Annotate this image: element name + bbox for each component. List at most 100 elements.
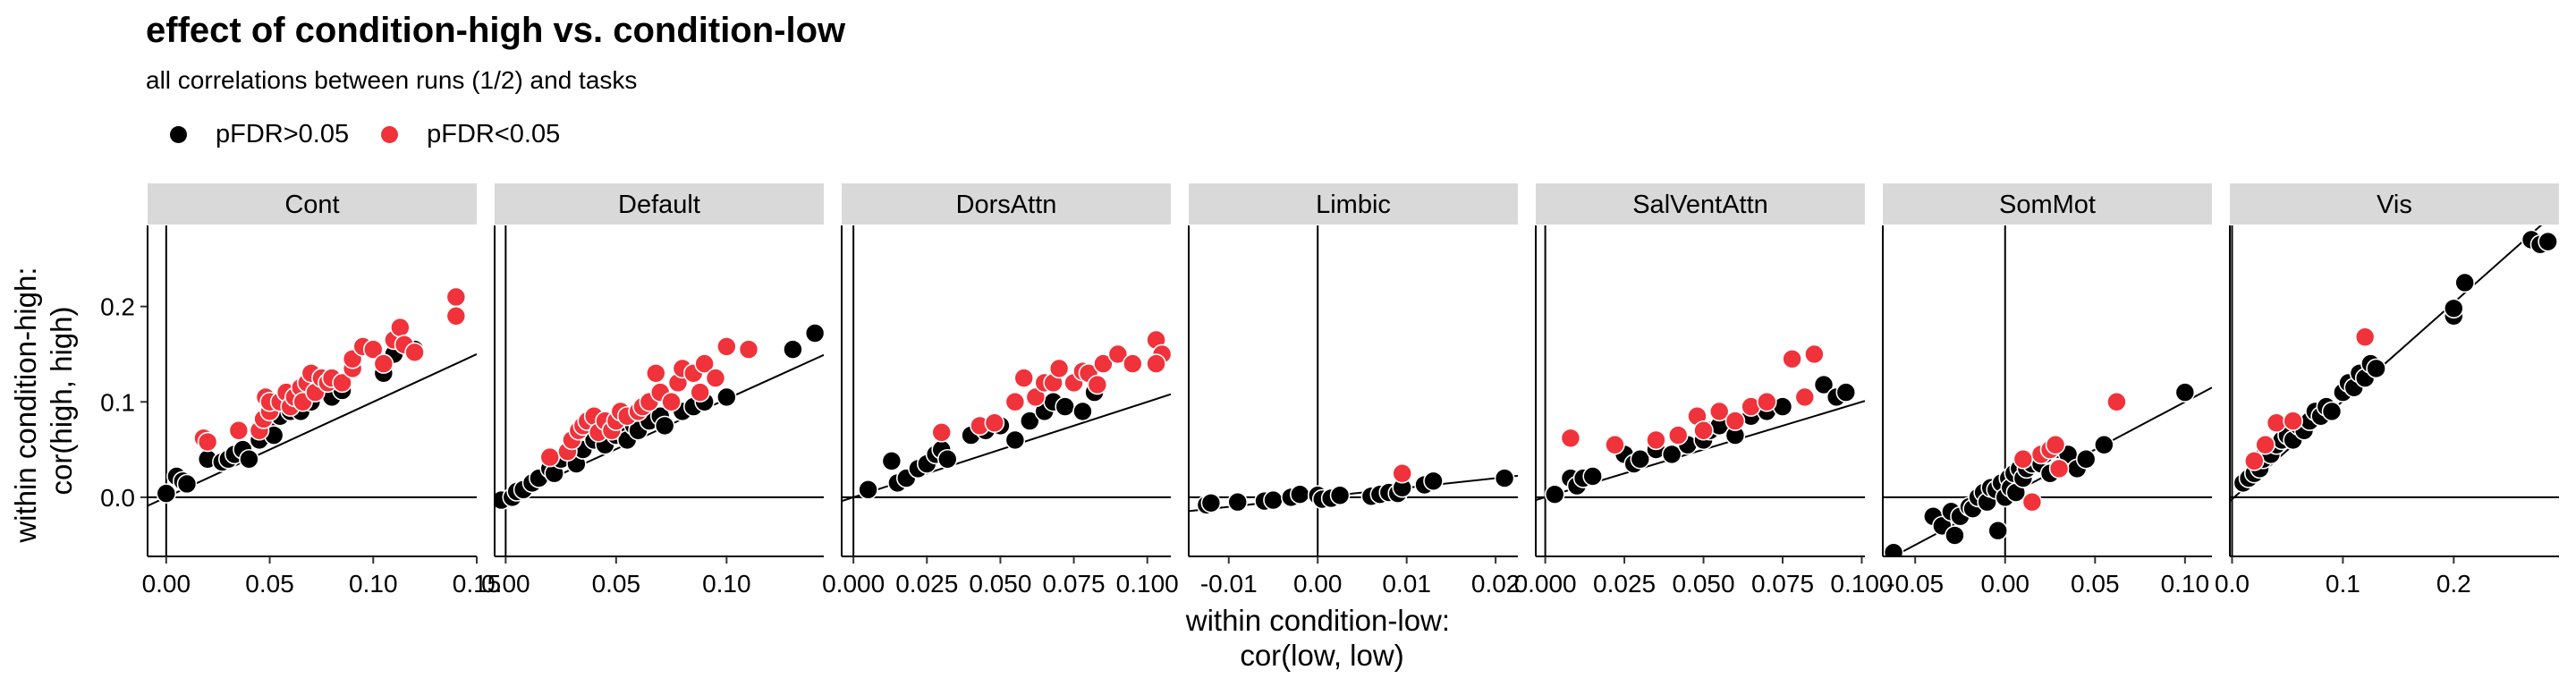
legend-label-not-significant: pFDR>0.05 [216, 119, 350, 148]
x-tick-label: 0.10 [2161, 570, 2210, 598]
data-point [1290, 484, 1310, 505]
data-point-significant [690, 382, 710, 403]
data-point-significant [2354, 327, 2376, 348]
y-axis-title-line-1: within condition-high: [9, 267, 42, 543]
legend-item-significant: pFDR<0.05 [381, 120, 560, 149]
x-tick-label: 0.000 [822, 570, 885, 598]
x-tick-label: -0.05 [1886, 570, 1944, 598]
data-point-significant [1708, 401, 1730, 422]
data-point [1200, 492, 1222, 513]
panel-plot-area [1536, 225, 1865, 556]
data-point-significant [228, 420, 250, 441]
x-tick-label: 0.05 [2071, 570, 2120, 598]
panel-plot-area [148, 225, 477, 556]
data-point-significant [445, 286, 467, 308]
data-point-significant [705, 368, 726, 388]
fit-line [2230, 225, 2543, 502]
data-point-significant [2243, 451, 2265, 471]
data-point [654, 415, 675, 437]
data-point-significant [2012, 448, 2034, 470]
legend-key-red [381, 125, 399, 143]
data-point-significant [1646, 429, 1666, 451]
data-point-significant [1724, 411, 1746, 431]
data-point-significant [2266, 412, 2287, 434]
x-tick-label: 0.025 [1593, 570, 1656, 598]
data-point-significant [332, 372, 352, 394]
panel-limbic: Limbic -0.01 0.00 0.01 0.02 [1188, 183, 1520, 598]
data-point-significant [2045, 434, 2066, 455]
data-point-significant [2283, 411, 2303, 431]
x-axis-title: within condition-low: cor(low, low) [1185, 604, 1458, 672]
x-tick-label: 0.100 [1116, 570, 1179, 598]
x-tick-label: 0.075 [1751, 570, 1814, 598]
panel-strip-label: SomMot [1999, 191, 2096, 219]
data-point [239, 448, 259, 470]
panel-dorsattn: DorsAttn 0.000 0.025 0.050 0.075 0.100 [822, 183, 1179, 598]
panel-cont: Cont 0.00 0.05 0.10 0.15 [142, 183, 501, 598]
legend: pFDR>0.05 pFDR<0.05 [170, 116, 592, 152]
y-tick-label: 0.2 [100, 293, 135, 321]
panel-salventattn: SalVentAttn 0.000 0.025 0.050 0.075 0.100 [1514, 183, 1894, 598]
data-point [2094, 434, 2114, 455]
panel-plot-area [842, 225, 1171, 556]
data-point [1494, 468, 1515, 488]
y-tick-label: 0.0 [100, 484, 135, 512]
data-point [1055, 396, 1076, 417]
data-point-significant [2021, 491, 2043, 513]
y-axis-title: within condition-high: cor(high, high) [9, 259, 78, 543]
data-point-significant [1107, 344, 1129, 365]
data-point-significant [1004, 391, 1026, 412]
x-tick-label: 0.100 [1830, 570, 1893, 598]
x-tick-label: 0.0 [2215, 570, 2250, 598]
y-axis-title-line-2: cor(high, high) [45, 307, 78, 496]
x-tick-label: 0.075 [1043, 570, 1106, 598]
data-point [2366, 358, 2386, 379]
data-point-significant [2255, 434, 2275, 455]
data-point [2321, 401, 2343, 422]
data-point [2538, 231, 2558, 252]
x-tick-label: 0.050 [1672, 570, 1734, 598]
data-point [1582, 466, 1603, 487]
x-tick-label: 0.00 [481, 570, 530, 598]
x-tick-label: 0.10 [349, 570, 398, 598]
x-tick-label: 0.00 [1980, 570, 2029, 598]
panel-vis: Vis 0.0 0.1 0.2 [2215, 183, 2559, 598]
data-point [1072, 401, 1093, 422]
chart-subtitle: all correlations between runs (1/2) and … [146, 66, 638, 94]
data-point [858, 479, 878, 500]
panel-strip-label: DorsAttn [956, 191, 1057, 219]
x-tick-label: 0.00 [1293, 570, 1343, 598]
data-point-significant [1087, 374, 1108, 395]
x-axis-title-line-2: cor(low, low) [1240, 639, 1403, 672]
data-point-significant [2048, 458, 2070, 479]
data-point [1661, 444, 1682, 465]
data-point [1945, 525, 1965, 546]
data-point [1423, 471, 1444, 492]
x-tick-label: 0.01 [1382, 570, 1431, 598]
data-point [2443, 298, 2464, 319]
panel-strip [1536, 183, 1865, 225]
data-point [1263, 489, 1284, 511]
data-point [176, 473, 198, 495]
data-point [881, 451, 902, 471]
x-tick-label: 0.050 [969, 570, 1031, 598]
data-point-significant [373, 353, 394, 374]
data-point-significant [1605, 434, 1625, 455]
data-point-significant [390, 317, 411, 338]
data-point-significant [738, 339, 759, 360]
panel-strip [1883, 183, 2212, 225]
panel-strip [842, 183, 1171, 225]
data-point [804, 323, 824, 344]
data-point-significant [1782, 348, 1802, 369]
x-tick-label: 0.05 [592, 570, 641, 598]
x-tick-label: 0.10 [702, 570, 751, 598]
data-point-significant [984, 412, 1005, 434]
data-point [716, 386, 737, 408]
data-point [936, 448, 958, 470]
x-tick-label: 0.05 [245, 570, 294, 598]
data-point-significant [661, 391, 682, 412]
x-tick-label: 0.00 [142, 570, 191, 598]
data-point [783, 339, 803, 360]
panel-strip-label: Cont [284, 191, 339, 219]
